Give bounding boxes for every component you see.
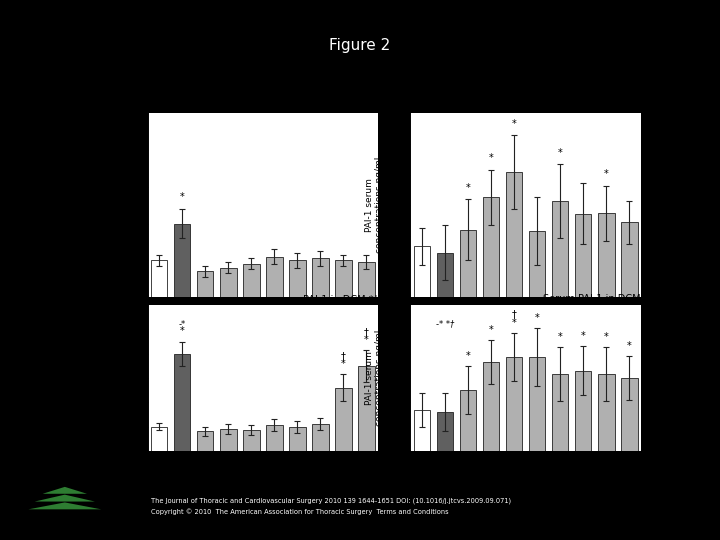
Bar bbox=[312, 259, 329, 297]
Bar bbox=[413, 246, 431, 297]
Bar bbox=[243, 430, 260, 451]
Text: *: * bbox=[341, 359, 346, 369]
Text: †: † bbox=[341, 351, 346, 361]
Bar bbox=[289, 260, 306, 297]
Bar bbox=[575, 214, 592, 297]
Text: *: * bbox=[558, 148, 562, 158]
Text: *: * bbox=[364, 335, 369, 345]
Bar bbox=[575, 370, 592, 451]
Text: †: † bbox=[364, 327, 369, 337]
Bar bbox=[598, 213, 615, 297]
Bar bbox=[312, 424, 329, 451]
Text: Serum PAI-1 in ICM: Serum PAI-1 in ICM bbox=[548, 103, 641, 113]
Bar bbox=[528, 357, 546, 451]
Text: *: * bbox=[627, 341, 631, 351]
Bar bbox=[266, 256, 283, 297]
Y-axis label: PAI-1 serum
concentrations ng/ml: PAI-1 serum concentrations ng/ml bbox=[365, 330, 384, 426]
Bar bbox=[174, 224, 191, 297]
Text: The Journal of Thoracic and Cardiovascular Surgery 2010 139 1644-1651 DOI: (10.1: The Journal of Thoracic and Cardiovascul… bbox=[151, 498, 511, 504]
Text: -* *†: -* *† bbox=[436, 320, 454, 328]
Bar bbox=[150, 427, 168, 451]
Polygon shape bbox=[28, 502, 102, 509]
Bar bbox=[358, 366, 375, 451]
Bar bbox=[289, 427, 306, 451]
Text: ELSEVIER: ELSEVIER bbox=[48, 515, 81, 519]
Bar bbox=[335, 260, 352, 297]
Text: *: * bbox=[535, 313, 539, 323]
Text: *: * bbox=[466, 351, 470, 361]
Text: *: * bbox=[512, 119, 516, 129]
Bar bbox=[598, 374, 615, 451]
Bar bbox=[482, 362, 500, 451]
Y-axis label: Changes in mRNA
expression (%): Changes in mRNA expression (%) bbox=[102, 338, 121, 418]
Text: B: B bbox=[385, 451, 396, 465]
Bar bbox=[243, 264, 260, 297]
Text: *: * bbox=[558, 332, 562, 342]
Text: *: * bbox=[604, 332, 608, 342]
Text: *: * bbox=[180, 327, 184, 336]
Bar bbox=[621, 222, 638, 297]
Text: -*: -* bbox=[179, 320, 186, 328]
Text: *: * bbox=[489, 153, 493, 163]
Y-axis label: Changes in mRNA
expression (%): Changes in mRNA expression (%) bbox=[102, 165, 121, 246]
Text: Copyright © 2010  The American Association for Thoracic Surgery  Terms and Condi: Copyright © 2010 The American Associatio… bbox=[151, 509, 449, 515]
Bar bbox=[197, 431, 214, 451]
Bar bbox=[459, 390, 477, 451]
Text: A: A bbox=[112, 451, 122, 465]
Bar bbox=[436, 253, 454, 297]
Text: Figure 2: Figure 2 bbox=[329, 38, 391, 53]
Text: *: * bbox=[466, 183, 470, 193]
Text: PAI-1 in ICM: PAI-1 in ICM bbox=[320, 103, 378, 113]
Bar bbox=[621, 378, 638, 451]
Bar bbox=[150, 260, 168, 297]
Bar bbox=[197, 271, 214, 297]
Y-axis label: PAI-1 serum
concentrations ng/ml: PAI-1 serum concentrations ng/ml bbox=[365, 157, 384, 253]
Bar bbox=[220, 429, 237, 451]
Text: *: * bbox=[489, 325, 493, 335]
Polygon shape bbox=[35, 495, 95, 502]
Text: †: † bbox=[512, 309, 516, 320]
Bar bbox=[266, 426, 283, 451]
Text: *: * bbox=[512, 318, 516, 328]
Bar bbox=[552, 201, 569, 297]
Bar bbox=[174, 354, 191, 451]
Text: *: * bbox=[180, 192, 184, 202]
Bar bbox=[413, 409, 431, 451]
Bar bbox=[220, 268, 237, 297]
Text: *: * bbox=[581, 332, 585, 341]
Bar bbox=[528, 231, 546, 297]
Polygon shape bbox=[42, 487, 87, 494]
Bar bbox=[552, 374, 569, 451]
Bar bbox=[459, 230, 477, 297]
Bar bbox=[335, 388, 352, 451]
Bar bbox=[436, 412, 454, 451]
Bar bbox=[358, 262, 375, 297]
Bar bbox=[505, 357, 523, 451]
Text: Serum PAI-1 in DCM: Serum PAI-1 in DCM bbox=[543, 294, 641, 305]
Bar bbox=[505, 172, 523, 297]
Text: *: * bbox=[604, 169, 608, 179]
Bar bbox=[482, 197, 500, 297]
Text: PAI-1 in DCM *†: PAI-1 in DCM *† bbox=[302, 294, 378, 305]
